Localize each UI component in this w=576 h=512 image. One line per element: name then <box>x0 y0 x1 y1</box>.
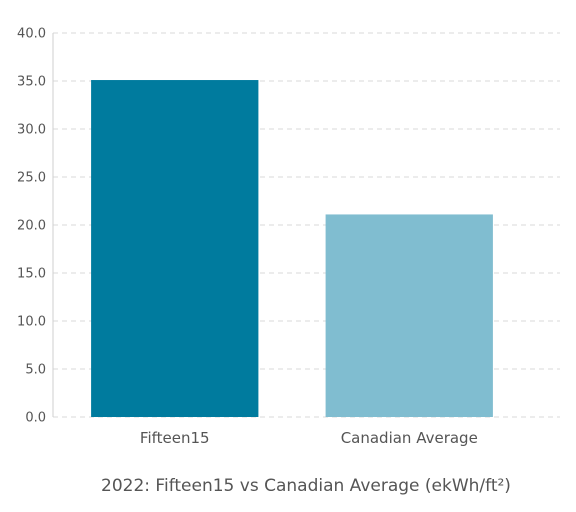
bars <box>91 80 493 417</box>
y-tick-label: 15.0 <box>17 267 46 282</box>
chart-title: 2022: Fifteen15 vs Canadian Average (ekW… <box>101 476 511 496</box>
y-tick-label: 30.0 <box>17 123 46 138</box>
bar-fifteen15 <box>91 80 259 417</box>
x-category-label: Fifteen15 <box>140 429 210 447</box>
y-tick-label: 5.0 <box>25 363 46 378</box>
y-tick-label: 25.0 <box>17 171 46 186</box>
y-tick-label: 0.0 <box>25 411 46 426</box>
y-tick-label: 20.0 <box>17 219 46 234</box>
x-axis-categories: Fifteen15 Canadian Average <box>140 429 478 447</box>
x-category-label: Canadian Average <box>341 429 478 447</box>
bar-canadian-average <box>325 214 493 417</box>
y-axis-ticks: 0.0 5.0 10.0 15.0 20.0 25.0 30.0 35.0 40.0 <box>17 27 46 426</box>
y-tick-label: 35.0 <box>17 75 46 90</box>
y-tick-label: 40.0 <box>17 27 46 42</box>
y-tick-label: 10.0 <box>17 315 46 330</box>
